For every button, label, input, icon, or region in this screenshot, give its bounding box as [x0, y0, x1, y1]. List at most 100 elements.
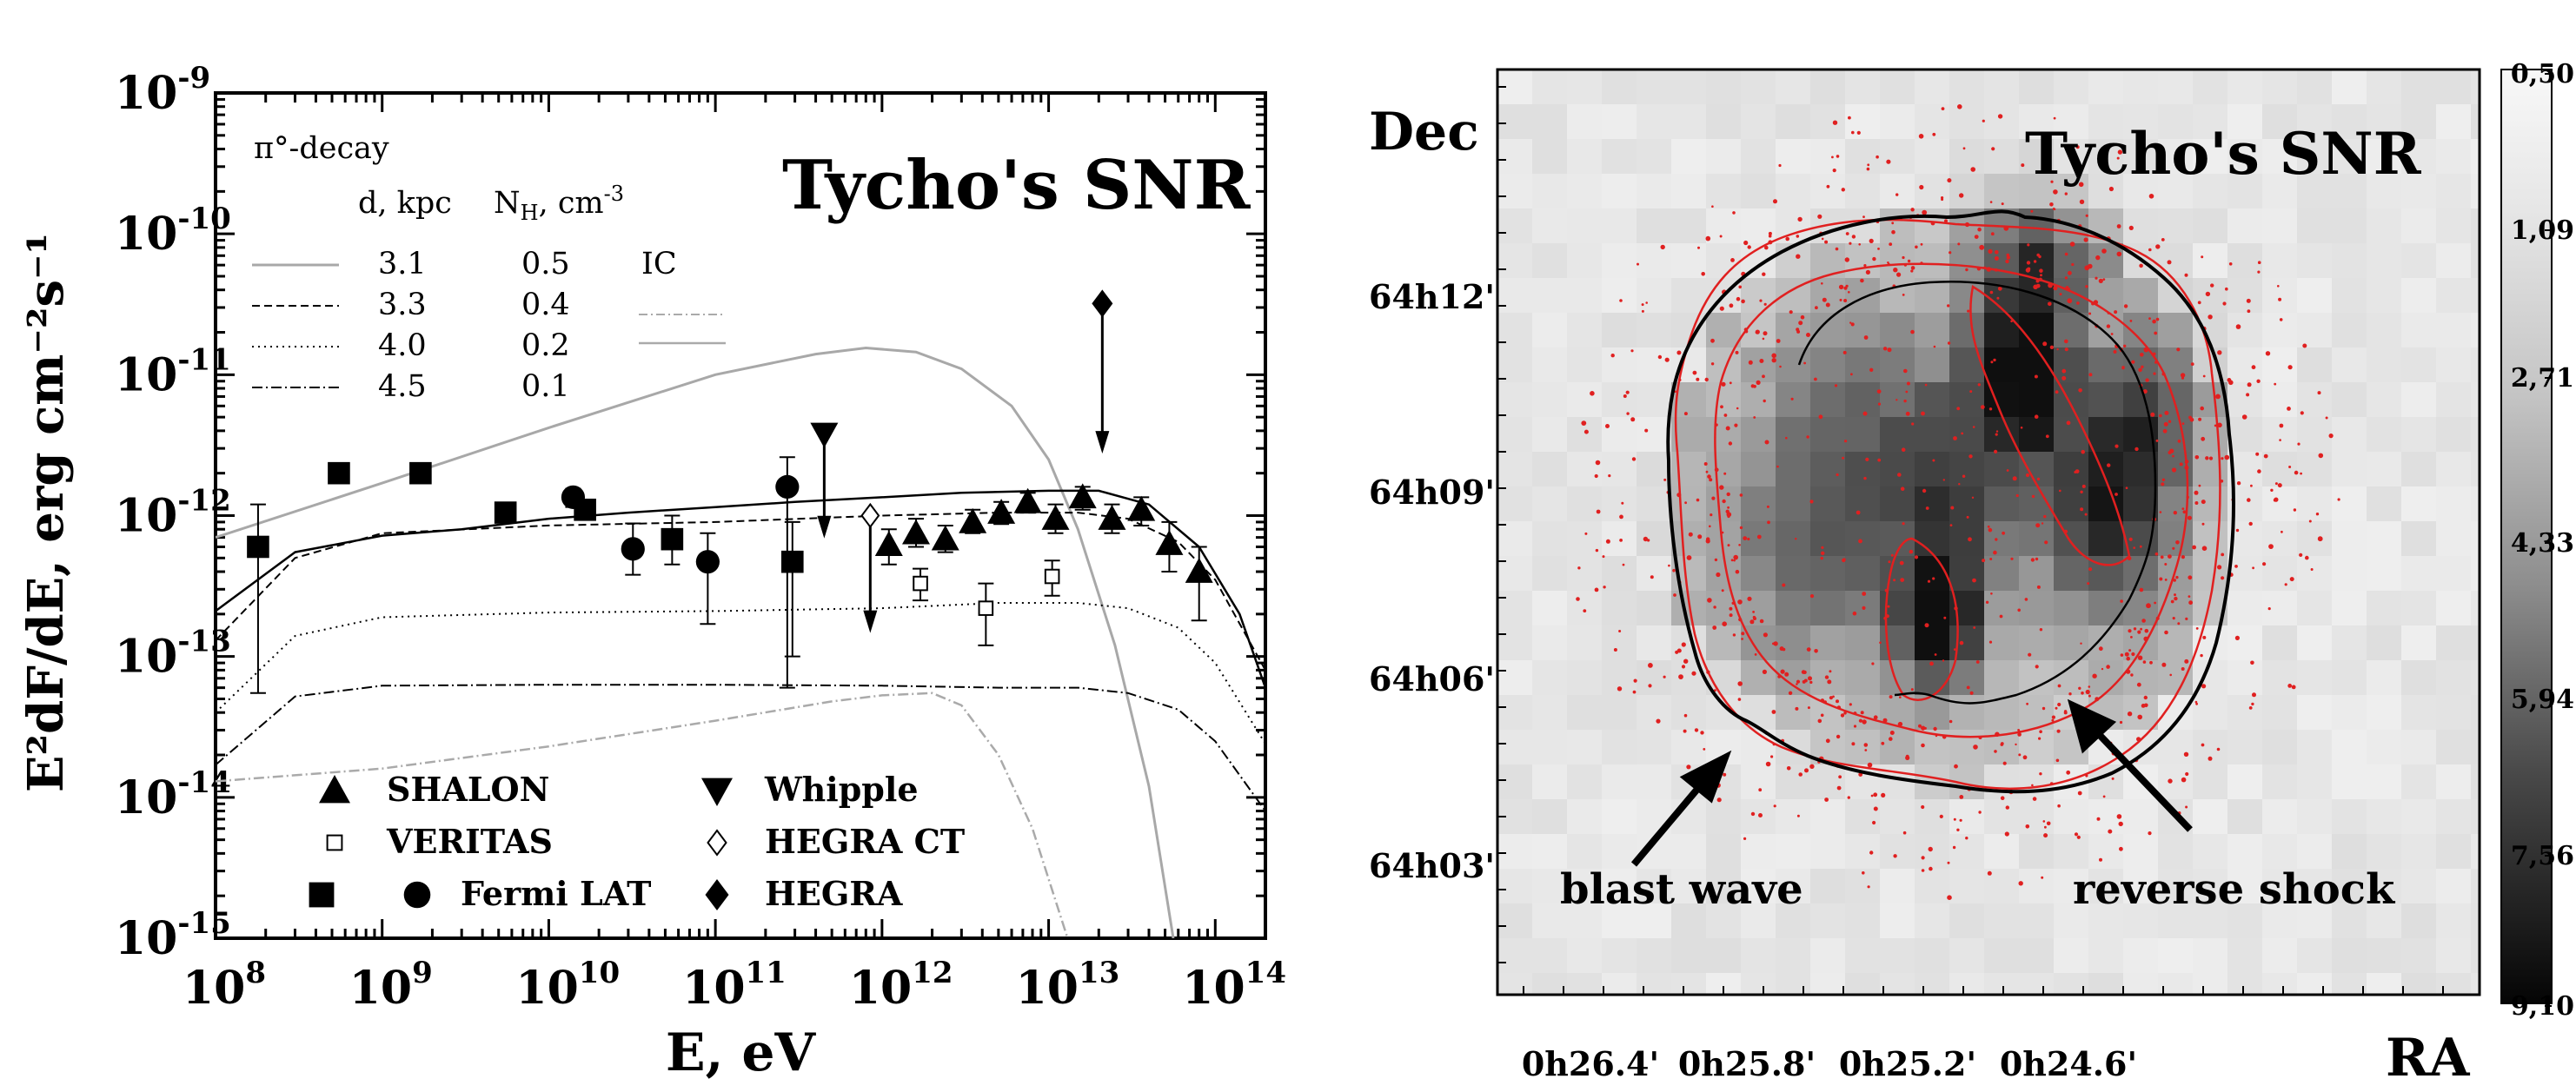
red-dot	[2064, 252, 2068, 256]
red-dot	[1836, 734, 1841, 739]
map-pixel	[1949, 938, 1984, 973]
red-dot	[2118, 821, 2123, 827]
map-pixel	[2019, 799, 2054, 834]
map-pixel	[1567, 799, 1602, 834]
map-pixel	[1532, 903, 1567, 938]
red-dot	[2134, 447, 2139, 452]
red-dot	[2252, 566, 2255, 570]
red-dot	[1989, 558, 1993, 560]
red-dot	[2085, 689, 2090, 695]
red-dot	[1720, 405, 1723, 409]
map-pixel	[2088, 382, 2123, 417]
map-pixel	[1845, 973, 1880, 995]
red-dot	[2080, 507, 2084, 512]
y-tick-label: 10-15	[115, 906, 231, 965]
red-dot	[2153, 372, 2156, 375]
map-pixel	[2088, 869, 2123, 903]
red-dot	[1622, 563, 1625, 566]
red-dot	[2252, 692, 2256, 698]
map-pixel	[2262, 313, 2297, 347]
colorbar-tick-label: 0,50	[2511, 59, 2574, 89]
map-pixel	[2019, 382, 2054, 417]
map-pixel	[2471, 313, 2480, 347]
red-dot	[1933, 726, 1937, 731]
map-pixel	[2471, 486, 2480, 521]
map-pixel	[2262, 799, 2297, 834]
black-contours	[1666, 209, 2235, 794]
map-pixel	[1845, 834, 1880, 869]
map-pixel	[1880, 938, 1915, 973]
red-dot	[1595, 460, 1601, 466]
map-pixel	[2297, 278, 2332, 313]
red-dot	[2164, 579, 2168, 581]
red-dot	[1927, 579, 1931, 583]
red-dot	[1993, 358, 1996, 362]
red-dot	[1803, 361, 1807, 365]
red-dot	[1978, 811, 1982, 814]
red-dot	[1595, 548, 1599, 553]
red-dot	[1865, 269, 1870, 275]
curve-dashdot-gray	[216, 692, 1069, 938]
map-pixel	[2262, 521, 2297, 556]
map-pixel	[2367, 625, 2401, 660]
red-dot	[2299, 553, 2303, 558]
red-dot	[1619, 299, 1623, 302]
map-pixel	[1532, 313, 1567, 347]
red-dot	[2181, 422, 2185, 425]
red-dot	[2194, 490, 2199, 495]
red-dot	[1975, 660, 1980, 664]
map-x-tick-labels: 0h26.4' 0h25.8' 0h25.2' 0h24.6'	[1522, 1044, 2137, 1083]
y-tick-label: 10-10	[115, 202, 231, 261]
red-dot	[1756, 534, 1762, 539]
red-dot	[1924, 623, 1929, 628]
red-dot	[2148, 831, 2152, 836]
map-pixel	[1497, 521, 1532, 556]
red-dot	[1710, 513, 1713, 517]
red-dot	[2293, 508, 2297, 512]
map-pixel	[2158, 764, 2193, 799]
red-dot	[1778, 163, 1782, 168]
legend-label: Fermi LAT	[461, 874, 651, 913]
red-dot	[1737, 599, 1743, 605]
map-pixel	[1497, 660, 1532, 695]
map-pixel	[1810, 799, 1845, 834]
red-dot	[1921, 411, 1925, 416]
red-dot	[1918, 724, 1922, 728]
map-pixel	[2297, 903, 2332, 938]
map-pixel	[2367, 486, 2401, 521]
red-dot	[1903, 368, 1908, 374]
red-dot	[1707, 474, 1711, 479]
map-pixel	[1497, 139, 1532, 174]
red-dot	[1703, 748, 1706, 751]
red-dot	[1752, 611, 1755, 613]
map-pixel	[1845, 104, 1880, 139]
map-pixel	[1532, 382, 1567, 417]
red-dot	[2106, 665, 2110, 669]
red-dot	[2225, 287, 2228, 291]
red-dot	[1633, 678, 1637, 683]
red-dot	[2126, 656, 2130, 661]
red-dot	[2250, 484, 2253, 487]
annotation-blast-wave: blast wave	[1560, 865, 1803, 914]
red-dot	[1820, 713, 1824, 718]
map-pixel	[1880, 452, 1915, 486]
map-pixel	[2019, 591, 2054, 625]
red-dot	[2018, 881, 2023, 886]
red-dot	[1681, 665, 1686, 669]
red-dot	[2098, 646, 2103, 652]
map-pixel	[2401, 382, 2436, 417]
map-pixel	[2262, 69, 2297, 104]
red-dot	[1860, 278, 1864, 283]
map-pixel	[1532, 521, 1567, 556]
red-dot	[1860, 711, 1864, 715]
red-dot	[2057, 684, 2061, 688]
red-dot	[2033, 260, 2037, 263]
red-dot	[2308, 520, 2312, 523]
red-dot	[1796, 814, 1800, 817]
map-pixel	[1741, 938, 1776, 973]
x-tick-label: 1012	[849, 956, 953, 1015]
map-pixel	[1776, 243, 1810, 278]
map-pixel	[2227, 660, 2262, 695]
map-pixel	[2088, 313, 2123, 347]
map-pixel	[2332, 660, 2367, 695]
